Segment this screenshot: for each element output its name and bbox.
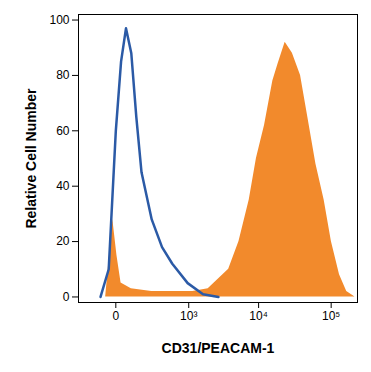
svg-text:60: 60 [56,124,70,138]
svg-text:10⁴: 10⁴ [249,309,268,323]
svg-text:100: 100 [49,13,69,27]
svg-text:10³: 10³ [180,309,197,323]
svg-text:80: 80 [56,68,70,82]
svg-text:10⁵: 10⁵ [322,309,340,323]
svg-text:40: 40 [56,179,70,193]
svg-text:0: 0 [112,309,119,323]
svg-text:CD31/PEACAM-1: CD31/PEACAM-1 [162,340,275,356]
svg-text:0: 0 [63,290,70,304]
svg-text:20: 20 [56,234,70,248]
svg-text:Relative Cell Number: Relative Cell Number [23,88,39,229]
